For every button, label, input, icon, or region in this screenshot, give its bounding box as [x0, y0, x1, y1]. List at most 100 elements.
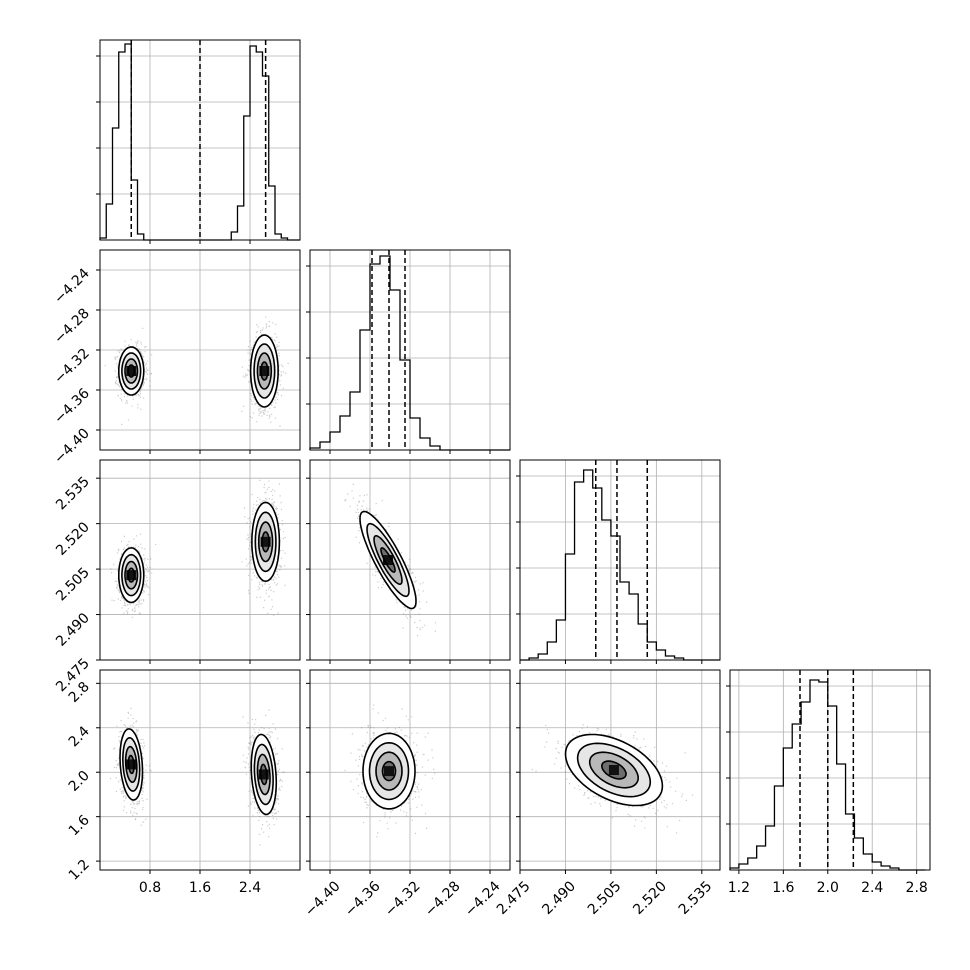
pair-panel-p0-p3 — [96, 669, 301, 874]
pair-panel-p0-p2 — [96, 459, 301, 664]
x-tick-label: 2.490 — [539, 878, 579, 918]
contour-line — [253, 743, 274, 806]
x-tick-label: 1.2 — [728, 880, 750, 896]
y-tick-label: −4.36 — [51, 385, 93, 427]
contour-line — [127, 754, 135, 775]
histogram-p1 — [306, 249, 511, 454]
panel-frame — [519, 669, 721, 871]
contour-line — [256, 352, 273, 390]
y-tick-label: 2.4 — [66, 723, 93, 750]
contour-line — [261, 531, 270, 553]
contour-line — [362, 732, 416, 810]
pair-panel-p1-p3 — [306, 669, 511, 874]
y-tick-label: −4.24 — [51, 265, 93, 307]
sample-points — [344, 704, 436, 838]
contour-line — [249, 334, 279, 408]
pair-plot-area — [520, 670, 720, 870]
x-tick-label: 2.8 — [906, 880, 928, 896]
contour-line — [127, 364, 136, 378]
x-tick-label: 0.8 — [139, 880, 161, 896]
contour-line — [119, 728, 144, 801]
x-tick-label: 2.535 — [676, 878, 716, 918]
pair-plot-area — [310, 460, 510, 660]
panel-frame — [309, 669, 511, 871]
density-peak — [259, 366, 270, 376]
contour-line — [368, 741, 410, 801]
contour-line — [359, 510, 417, 610]
density-peak — [126, 366, 137, 376]
density-peak — [126, 759, 137, 770]
contour-line — [121, 352, 142, 390]
density-peak — [126, 570, 137, 581]
contour-line — [260, 361, 269, 381]
contour-line — [373, 535, 403, 585]
pair-panel-p0-p1 — [96, 249, 301, 454]
pair-plot-area — [100, 460, 300, 660]
density-peak — [383, 555, 393, 565]
density-peak — [608, 765, 619, 775]
y-tick-label: −4.28 — [51, 306, 93, 348]
y-tick-label: −4.40 — [51, 426, 93, 468]
x-tick-label: −4.24 — [462, 878, 504, 920]
sample-points — [241, 479, 286, 616]
density-peak — [258, 769, 269, 780]
contour-line — [564, 733, 664, 807]
x-tick-label: 2.4 — [861, 880, 883, 896]
histogram-step — [520, 469, 720, 661]
contour-line — [375, 751, 403, 791]
contour-line — [380, 547, 396, 573]
contour-line — [121, 553, 142, 597]
histogram-p0 — [96, 39, 301, 244]
y-tick-label: 2.520 — [53, 519, 93, 559]
histogram-layer — [96, 39, 931, 874]
contour-line — [251, 501, 281, 583]
x-tick-label: 2.505 — [585, 878, 625, 918]
x-tick-label: 2.475 — [494, 878, 534, 918]
density-peak — [260, 536, 271, 547]
contour-line — [600, 760, 627, 780]
contour-line — [588, 751, 640, 789]
y-tick-label: 1.6 — [66, 812, 93, 839]
x-tick-label: 2.0 — [817, 880, 839, 896]
pair-panel-p2-p3 — [516, 669, 721, 874]
pair-plot-area — [100, 250, 300, 450]
x-tick-label: −4.36 — [342, 878, 384, 920]
contour-line — [366, 522, 410, 598]
y-tick-label: 2.0 — [66, 768, 93, 795]
contour-line — [259, 763, 268, 786]
pair-plot-layer — [96, 249, 721, 874]
panel-frame — [99, 39, 301, 241]
density-peak — [384, 766, 394, 777]
pair-plot-area — [100, 670, 300, 870]
y-tick-label: 2.490 — [53, 610, 93, 650]
contour-line — [250, 733, 278, 816]
panel-frame — [519, 459, 721, 661]
panel-frame — [309, 459, 511, 661]
contour-line — [576, 742, 652, 798]
x-tick-label: −4.32 — [382, 878, 424, 920]
contour-line — [118, 346, 145, 396]
contour-line — [124, 745, 138, 784]
y-tick-label: 2.535 — [53, 474, 93, 514]
histogram-p2 — [516, 459, 721, 664]
contour-line — [258, 521, 274, 563]
panel-frame — [99, 459, 301, 661]
contour-line — [118, 547, 145, 604]
contour-line — [253, 343, 276, 399]
y-tick-label: 1.2 — [66, 857, 93, 884]
y-tick-label: 2.505 — [53, 565, 93, 605]
x-tick-label: 1.6 — [772, 880, 794, 896]
contour-line — [121, 736, 141, 792]
x-tick-label: 1.6 — [189, 880, 211, 896]
y-tick-label: −4.32 — [51, 346, 93, 388]
contour-line — [381, 760, 397, 782]
panel-frame — [309, 249, 511, 451]
pair-plot-area — [310, 670, 510, 870]
contour-line — [127, 567, 136, 583]
contour-line — [124, 560, 139, 590]
x-tick-label: −4.40 — [302, 878, 344, 920]
tick-label-layer: 0.8 1.6 2.4 −4.40−4.36−4.32−4.28−4.242.475 2… — [51, 265, 928, 919]
contour-line — [124, 358, 139, 384]
histogram-step — [729, 679, 926, 871]
